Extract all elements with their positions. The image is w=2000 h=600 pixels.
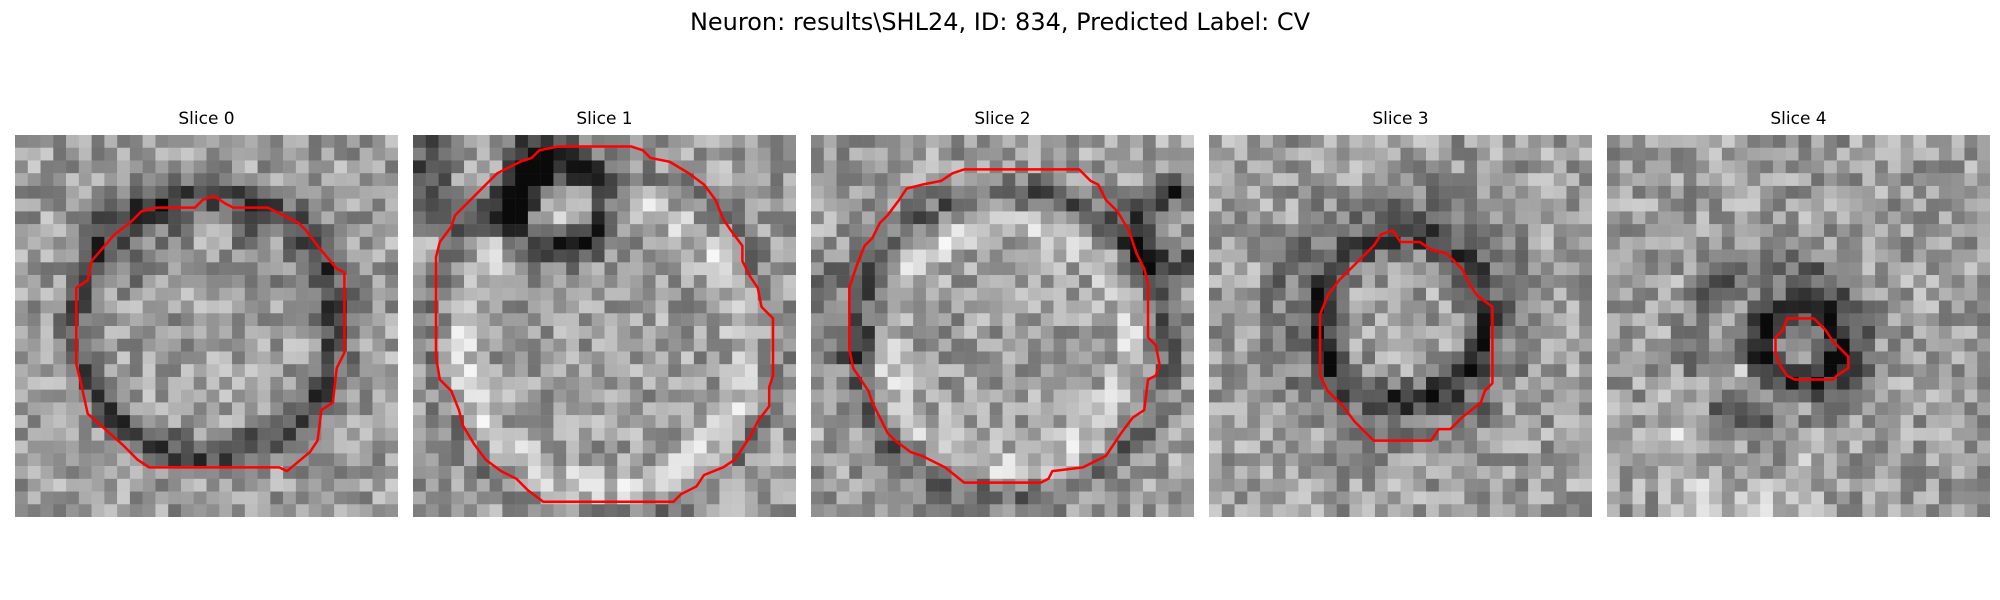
slice-title-3: Slice 3 (1372, 109, 1429, 129)
slice-image-2 (811, 135, 1194, 517)
contour-outline (849, 169, 1159, 482)
contour-outline (436, 146, 773, 501)
slice-title-2: Slice 2 (974, 109, 1031, 129)
slice-pixels (413, 135, 796, 517)
slice-panel-3: Slice 3 (1209, 107, 1592, 517)
slice-pixels (811, 135, 1194, 517)
slice-panel-2: Slice 2 (811, 107, 1194, 517)
slice-panel-4: Slice 4 (1607, 107, 1990, 517)
slice-image-1 (413, 135, 796, 517)
slice-image-4 (1607, 135, 1990, 517)
figure-title: Neuron: results\SHL24, ID: 834, Predicte… (689, 8, 1311, 36)
slice-pixels (15, 135, 398, 517)
slice-pixels (1607, 135, 1990, 517)
slice-panel-0: Slice 0 (15, 107, 398, 517)
slice-title-1: Slice 1 (576, 109, 633, 129)
slice-image-0 (15, 135, 398, 517)
contour-outline (76, 196, 344, 471)
contour-outline (1320, 231, 1492, 441)
slice-title-4: Slice 4 (1770, 109, 1827, 129)
slice-title-0: Slice 0 (178, 109, 235, 129)
contour-outline (1776, 318, 1849, 379)
slice-pixels (1209, 135, 1592, 517)
slice-panel-1: Slice 1 (413, 107, 796, 517)
slice-image-3 (1209, 135, 1592, 517)
